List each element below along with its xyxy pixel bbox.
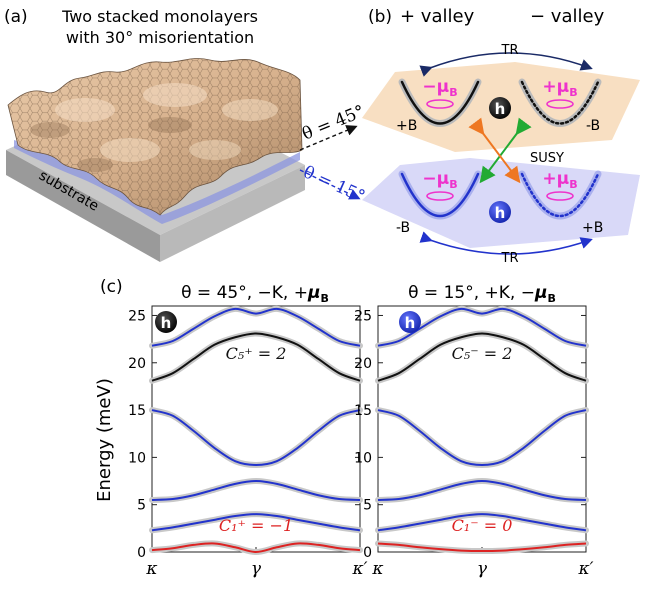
band-line-5 [151,307,361,347]
band-line-2 [377,480,587,501]
panel-c: (c) Energy (meV) θ = 45°, −K, +μB 0 5 10 15… [94,277,594,579]
x-tick-label: γ [477,559,488,579]
hole-icon-dark-label: h [495,100,506,118]
band-halo [375,407,589,468]
panel-a-title-line2: with 30° misorientation [66,28,254,47]
tr-top-label: TR [501,43,519,58]
x-tick-label: κ′ [577,559,593,579]
bottom-right-moment: +μB [542,169,577,191]
hole-icon-blue [399,311,421,333]
theta15-arrow [299,169,361,200]
spin-loop-icon [426,191,454,201]
y-tick-label: 5 [363,498,372,514]
bottom-left-moment: −μB [422,169,457,191]
y-tick-label: 0 [137,545,146,561]
bottom-right-field: +B [582,220,603,236]
panel-c-letter: (c) [100,277,123,297]
chart-right: θ = 15°, +K, −μB 0 5 10 15 20 25 κ γ κ′ C₅⁻ = 2 C₁… [354,283,593,579]
panel-b-letter: (b) [368,7,392,27]
band-line-1 [377,513,587,532]
y-tick-label: 20 [354,356,372,372]
hole-icon-dark [155,311,177,333]
band-line-3 [377,409,587,466]
x-tick-label: κ′ [351,559,367,579]
y-tick-label: 10 [354,450,372,466]
top-left-field: +B [396,118,417,134]
band-line-1 [151,513,361,532]
top-right-field: -B [586,118,600,134]
y-tick-label: 20 [128,356,146,372]
band-halo [149,407,363,468]
spin-loop-icon [546,191,574,201]
band-line-0 [377,542,587,553]
hole-icon-dark [489,97,511,119]
chern-annotation: C₅⁻ = 2 [452,344,513,363]
susy-label: SUSY [530,151,564,166]
x-tick-label: κ [145,559,157,579]
minus-valley-label: − valley [530,6,605,27]
x-tick-label: κ [371,559,383,579]
x-tick-label: γ [251,559,262,579]
y-tick-label: 10 [128,450,146,466]
band-line-3 [151,409,361,466]
hole-icon-blue-label: h [405,314,416,332]
tr-bottom-label: TR [501,251,519,266]
band-line-4 [377,332,587,382]
chern-annotation: C₁⁻ = 0 [452,516,513,535]
hole-icon-dark-label: h [161,314,172,332]
y-tick-label: 5 [137,498,146,514]
tr-top-arrow [419,52,593,77]
panel-a-letter: (a) [4,7,28,27]
band-line-2 [151,480,361,501]
panel-b: (b) + valley − valley TR TR SUSY −μB +μB [362,6,640,266]
wavy-monolayer-surface [7,58,303,216]
panel-a-title-line1: Two stacked monolayers [61,7,258,26]
hole-icon-blue [489,201,511,223]
y-tick-label: 25 [128,308,146,324]
y-tick-label: 0 [363,545,372,561]
band-line-0 [151,542,361,554]
spin-loop-icon [546,99,574,109]
panel-a: (a) Two stacked monolayers with 30° miso… [4,7,368,262]
theta45-arrow [299,125,358,151]
chart-left-title: θ = 45°, −K, +μB [181,283,329,305]
chart-left: θ = 45°, −K, +μB 0 5 10 15 20 25 κ γ κ′ C₅⁺ = 2 C₁… [128,283,367,579]
theta45-label: θ = 45° [299,102,367,145]
chern-annotation: C₅⁺ = 2 [226,344,287,363]
top-right-moment: +μB [542,77,577,99]
y-tick-label: 25 [354,308,372,324]
y-tick-label: 15 [354,403,372,419]
theta15-label: θ = 15° [300,162,368,207]
plus-valley-label: + valley [400,6,475,27]
spin-loop-icon [426,99,454,109]
chart-right-title: θ = 15°, +K, −μB [408,283,556,305]
chern-annotation: C₁⁺ = −1 [219,516,293,535]
y-tick-label: 15 [128,403,146,419]
band-line-5 [377,307,587,347]
y-axis-label: Energy (meV) [94,378,115,502]
lower-monolayer [14,140,300,224]
band-line-4 [151,332,361,382]
hole-icon-blue-label: h [495,204,506,222]
susy-arrow-orange [468,117,521,184]
tr-bottom-arrow [419,231,593,255]
top-left-moment: −μB [422,77,457,99]
bottom-left-field: -B [396,220,410,236]
